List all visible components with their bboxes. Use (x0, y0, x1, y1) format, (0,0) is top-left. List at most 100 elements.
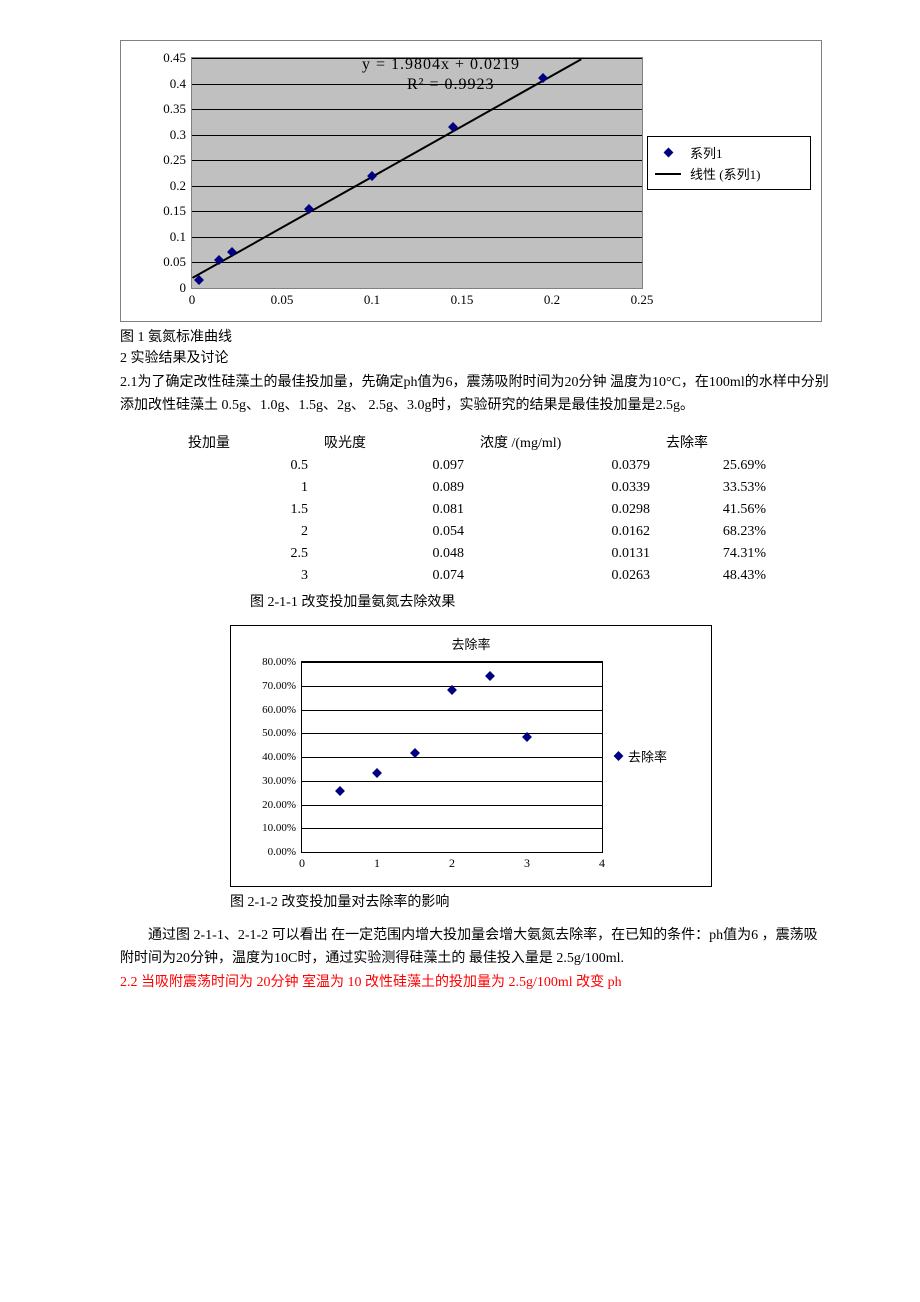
chart-1: y = 1.9804x + 0.0219 R² = 0.9923 00.050.… (120, 40, 830, 346)
table-cell: 0.0263 (472, 565, 658, 587)
chart-2: 去除率 0.00%10.00%20.00%30.00%40.00%50.00%6… (230, 625, 830, 911)
table-cell: 2.5 (180, 543, 316, 565)
diamond-icon (654, 149, 682, 156)
table-cell: 68.23% (658, 521, 774, 543)
data-point (485, 671, 495, 681)
chart-1-frame: y = 1.9804x + 0.0219 R² = 0.9923 00.050.… (120, 40, 822, 322)
table-caption: 图 2-1-1 改变投加量氨氮去除效果 (250, 591, 830, 611)
gridline (302, 828, 602, 829)
x-tick-label: 0.1 (364, 292, 380, 308)
chart-1-caption: 图 1 氨氮标准曲线 (120, 326, 830, 346)
table-cell: 2 (180, 521, 316, 543)
table-cell: 0.0131 (472, 543, 658, 565)
table-cell: 0.0379 (472, 455, 658, 477)
x-tick-label: 4 (599, 856, 605, 871)
gridline (302, 662, 602, 663)
y-tick-label: 0.45 (163, 50, 186, 66)
y-tick-label: 0.05 (163, 254, 186, 270)
data-point (194, 275, 204, 285)
legend-series1: 系列1 (654, 143, 804, 162)
table-cell: 74.31% (658, 543, 774, 565)
table-cell: 0.089 (316, 477, 472, 499)
y-tick-label: 0.3 (170, 127, 186, 143)
legend-series1-label: 系列1 (690, 143, 723, 162)
table-cell: 1.5 (180, 499, 316, 521)
data-point (372, 768, 382, 778)
chart-2-legend: 去除率 (611, 747, 711, 766)
gridline (192, 135, 642, 136)
x-tick-label: 0.2 (544, 292, 560, 308)
data-point (335, 786, 345, 796)
table-cell: 1 (180, 477, 316, 499)
y-tick-label: 0.25 (163, 152, 186, 168)
table-cell: 0.5 (180, 455, 316, 477)
para-summary: 通过图 2-1-1、2-1-2 可以看出 在一定范围内增大投加量会增大氨氮去除率… (120, 925, 830, 970)
section-2-heading: 2 实验结果及讨论 (120, 348, 830, 370)
table-cell: 0.048 (316, 543, 472, 565)
table-cell: 0.0298 (472, 499, 658, 521)
y-tick-label: 50.00% (262, 727, 296, 739)
gridline (192, 186, 642, 187)
y-tick-label: 20.00% (262, 799, 296, 811)
para-2-2: 2.2 当吸附震荡时间为 20分钟 室温为 10 改性硅藻土的投加量为 2.5g… (120, 972, 830, 994)
gridline (192, 262, 642, 263)
th-concentration: 浓度 /(mg/ml) (472, 429, 658, 455)
y-tick-label: 80.00% (262, 656, 296, 668)
table-row: 2.50.0480.013174.31% (180, 543, 774, 565)
trendline (192, 58, 582, 278)
x-tick-label: 0.15 (451, 292, 474, 308)
table-body: 0.50.0970.037925.69%10.0890.033933.53%1.… (180, 455, 774, 587)
chart-2-plot-area: 0.00%10.00%20.00%30.00%40.00%50.00%60.00… (301, 661, 603, 853)
x-tick-label: 3 (524, 856, 530, 871)
gridline (302, 781, 602, 782)
y-tick-label: 0.1 (170, 229, 186, 245)
chart-2-title: 去除率 (231, 634, 711, 653)
table-cell: 41.56% (658, 499, 774, 521)
th-removal: 去除率 (658, 429, 774, 455)
table-cell: 0.097 (316, 455, 472, 477)
chart-2-frame: 去除率 0.00%10.00%20.00%30.00%40.00%50.00%6… (230, 625, 712, 887)
table-header-row: 投加量 吸光度 浓度 /(mg/ml) 去除率 (180, 429, 774, 455)
chart-2-caption: 图 2-1-2 改变投加量对去除率的影响 (230, 891, 830, 911)
table-row: 10.0890.033933.53% (180, 477, 774, 499)
table-cell: 0.054 (316, 521, 472, 543)
table-row: 0.50.0970.037925.69% (180, 455, 774, 477)
chart-2-legend-label: 去除率 (628, 747, 667, 766)
y-tick-label: 10.00% (262, 822, 296, 834)
table-cell: 3 (180, 565, 316, 587)
y-tick-label: 0.15 (163, 203, 186, 219)
table-row: 30.0740.026348.43% (180, 565, 774, 587)
gridline (302, 710, 602, 711)
table-cell: 0.0162 (472, 521, 658, 543)
chart-1-plot-area: y = 1.9804x + 0.0219 R² = 0.9923 00.050.… (191, 57, 643, 289)
table-cell: 0.074 (316, 565, 472, 587)
diamond-icon (614, 751, 624, 761)
y-tick-label: 0.2 (170, 178, 186, 194)
table-cell: 25.69% (658, 455, 774, 477)
th-dosage: 投加量 (180, 429, 316, 455)
x-tick-label: 1 (374, 856, 380, 871)
gridline (192, 109, 642, 110)
table-row: 1.50.0810.029841.56% (180, 499, 774, 521)
chart-1-r2: R² = 0.9923 (407, 76, 495, 94)
table-row: 20.0540.016268.23% (180, 521, 774, 543)
table-cell: 0.081 (316, 499, 472, 521)
y-tick-label: 60.00% (262, 704, 296, 716)
x-tick-label: 2 (449, 856, 455, 871)
x-tick-label: 0 (189, 292, 196, 308)
legend-trendline-label: 线性 (系列1) (690, 164, 760, 183)
line-icon (654, 173, 682, 175)
gridline (192, 84, 642, 85)
th-absorbance: 吸光度 (316, 429, 472, 455)
x-tick-label: 0 (299, 856, 305, 871)
y-tick-label: 70.00% (262, 680, 296, 692)
y-tick-label: 0.35 (163, 101, 186, 117)
table-cell: 48.43% (658, 565, 774, 587)
y-tick-label: 0.4 (170, 76, 186, 92)
table-cell: 33.53% (658, 477, 774, 499)
gridline (192, 211, 642, 212)
y-tick-label: 0 (180, 280, 187, 296)
x-tick-label: 0.25 (631, 292, 654, 308)
y-tick-label: 40.00% (262, 751, 296, 763)
y-tick-label: 30.00% (262, 775, 296, 787)
